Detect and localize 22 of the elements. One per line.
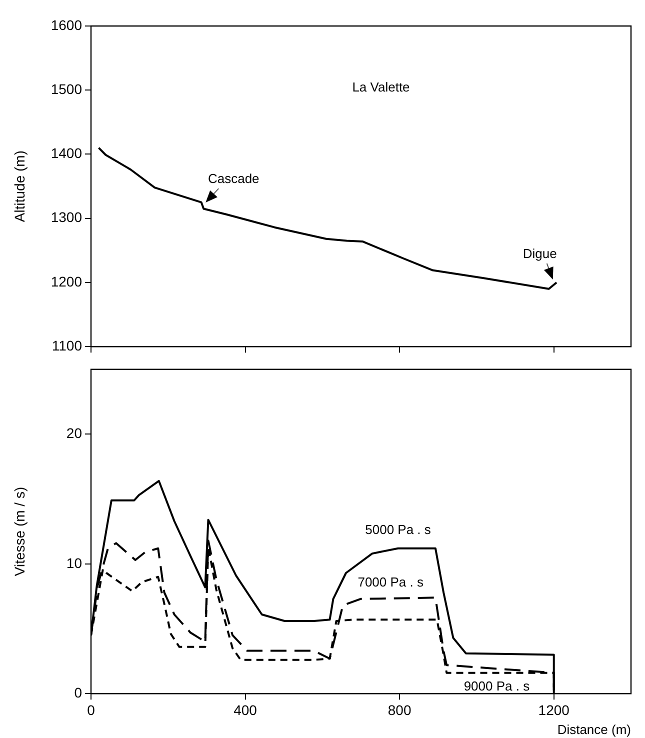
- x-tick-label: 1200: [538, 702, 570, 718]
- y-axis-title: Altitude (m): [11, 150, 28, 222]
- y-tick-label: 1600: [50, 16, 82, 33]
- y-tick-label: 1200: [50, 273, 82, 290]
- x-tick-label: 0: [87, 702, 96, 718]
- x-axis-title: Distance (m): [557, 722, 631, 737]
- y-tick-label: 1100: [52, 337, 82, 354]
- y-tick-label: 1300: [50, 209, 82, 226]
- y-tick-label: 20: [66, 425, 82, 442]
- annotation: Digue: [522, 246, 557, 262]
- y-tick-label: 1400: [50, 145, 82, 162]
- y-axis-title: Vitesse (m / s): [11, 486, 28, 576]
- annotation: La Valette: [352, 80, 410, 95]
- series-label: 9000 Pa . s: [464, 678, 530, 694]
- series-label: 7000 Pa . s: [358, 574, 424, 590]
- x-tick-label: 400: [234, 702, 258, 718]
- y-tick-label: 0: [74, 684, 82, 700]
- annotation: Cascade: [208, 171, 260, 186]
- y-tick-label: 10: [66, 554, 82, 571]
- series-label: 5000 Pa . s: [365, 522, 432, 537]
- x-tick-label: 800: [388, 702, 412, 718]
- y-tick-label: 1500: [50, 80, 82, 97]
